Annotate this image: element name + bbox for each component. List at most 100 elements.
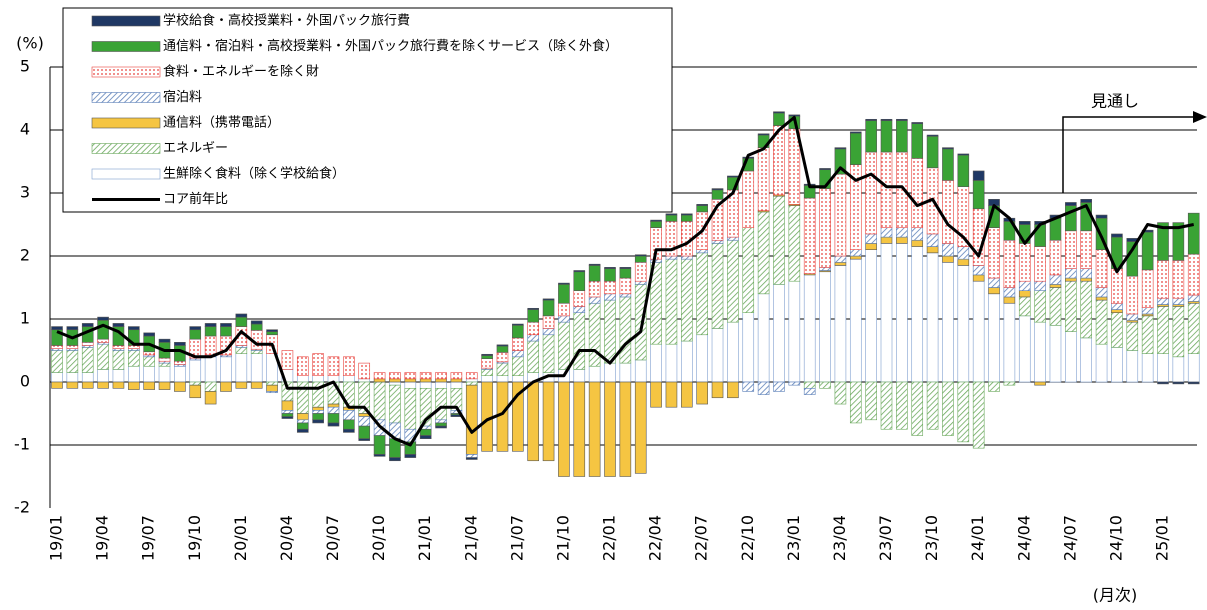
legend-label: 食料・エネルギーを除く財 [163, 64, 319, 80]
x-tick-label: 23/07 [876, 515, 895, 561]
bar-segment [757, 293, 770, 383]
bar-segment [711, 239, 724, 244]
y-tick-label: 5 [20, 57, 30, 76]
bar-segment [911, 122, 924, 125]
bar-segment [803, 381, 816, 389]
x-tick-label: 24/07 [1060, 515, 1079, 561]
bar-segment [266, 329, 278, 332]
bar-segment [696, 381, 708, 405]
bar-segment [81, 342, 94, 346]
bar-segment [512, 381, 524, 452]
bar-segment [174, 342, 186, 346]
bar-segment [1049, 324, 1062, 383]
legend-swatch [91, 66, 161, 78]
bar-segment [343, 428, 355, 433]
bar-segment [481, 358, 493, 369]
x-tick-label: 22/01 [600, 515, 619, 561]
bar-segment [788, 205, 801, 282]
bar-segment [389, 378, 401, 383]
bar-segment [573, 369, 586, 383]
bar-segment [527, 321, 539, 336]
bar-segment [66, 345, 79, 349]
bar-segment [481, 375, 493, 383]
bar-segment [988, 381, 1000, 392]
bar-segment [711, 188, 724, 191]
bar-segment [711, 328, 724, 383]
bar-segment [742, 170, 755, 228]
bar-segment [849, 131, 862, 134]
bar-segment [281, 350, 294, 370]
bar-segment [542, 299, 555, 317]
bar-segment [604, 293, 616, 301]
bar-segment [588, 296, 601, 304]
bar-segment [988, 277, 1000, 288]
bar-segment [742, 312, 755, 383]
bar-segment [1049, 217, 1062, 241]
bar-segment [1172, 222, 1185, 261]
bar-segment [220, 381, 232, 392]
bar-segment [880, 236, 893, 244]
bar-segment [849, 249, 862, 257]
bar-segment [849, 255, 862, 260]
legend-swatch [91, 92, 161, 103]
bar-segment [588, 365, 601, 383]
legend-swatch [91, 168, 161, 180]
x-tick-label: 23/01 [784, 515, 803, 561]
bar-segment [972, 170, 985, 181]
bar-segment [757, 381, 770, 395]
bar-segment [1018, 221, 1031, 225]
bar-segment [266, 384, 278, 392]
bar-segment [312, 406, 324, 411]
bar-segment [773, 111, 785, 114]
bar-segment [1049, 239, 1062, 276]
bar-segment [849, 132, 862, 165]
bar-segment [819, 168, 831, 170]
bar-segment [604, 381, 616, 477]
x-tick-label: 22/07 [692, 515, 711, 561]
bar-segment [834, 265, 847, 383]
forecast-arrow [1062, 116, 1195, 193]
bar-segment [1018, 290, 1031, 298]
bar-segment [634, 254, 647, 257]
bar-segment [942, 255, 954, 263]
bar-segment [465, 454, 478, 458]
bar-segment [911, 246, 924, 383]
bar-segment [896, 236, 908, 244]
bar-segment [681, 258, 693, 342]
bar-segment [926, 233, 939, 247]
bar-segment [327, 356, 340, 376]
bar-segment [849, 258, 862, 383]
y-tick-label: 2 [20, 246, 30, 265]
bar-segment [174, 381, 186, 392]
bar-segment [942, 147, 954, 150]
bar-segment [681, 340, 693, 383]
bar-segment [604, 362, 616, 383]
bar-segment [358, 438, 371, 441]
bar-segment [588, 381, 601, 477]
bar-segment [343, 375, 355, 383]
bar-segment [619, 362, 632, 383]
bar-segment [1111, 233, 1123, 238]
bar-segment [896, 227, 908, 238]
bar-segment [465, 372, 478, 380]
bar-segment [957, 265, 970, 383]
bar-segment [266, 331, 278, 336]
bar-segment [619, 267, 632, 269]
bar-segment [250, 320, 263, 325]
bar-segment [880, 120, 893, 153]
bar-segment [634, 381, 647, 474]
bar-segment [220, 326, 232, 337]
bar-segment [435, 381, 447, 389]
bar-segment [404, 378, 417, 383]
bar-segment [373, 372, 386, 380]
bar-segment [1157, 381, 1169, 385]
bar-segment [235, 353, 248, 383]
bar-segment [419, 435, 432, 439]
bar-segment [788, 381, 801, 386]
bar-segment [1080, 277, 1092, 282]
bar-segment [312, 419, 324, 424]
bar-segment [1003, 296, 1016, 304]
x-tick-label: 23/04 [830, 515, 849, 561]
bar-segment [742, 381, 755, 392]
